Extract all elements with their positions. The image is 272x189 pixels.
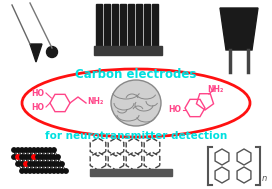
- Bar: [152, 4, 158, 46]
- Circle shape: [36, 155, 40, 159]
- Circle shape: [56, 169, 60, 173]
- Polygon shape: [30, 44, 42, 62]
- Circle shape: [12, 155, 16, 159]
- Circle shape: [48, 169, 52, 173]
- Circle shape: [36, 162, 40, 166]
- Text: NH₂: NH₂: [207, 85, 223, 94]
- Bar: [136, 4, 142, 46]
- Circle shape: [16, 155, 20, 159]
- Circle shape: [40, 148, 44, 152]
- Circle shape: [28, 148, 32, 152]
- Circle shape: [24, 162, 28, 166]
- Text: for neurotransmitter detection: for neurotransmitter detection: [45, 131, 227, 141]
- Circle shape: [44, 148, 48, 152]
- Circle shape: [56, 155, 60, 159]
- Circle shape: [36, 169, 40, 173]
- Circle shape: [64, 169, 68, 173]
- Circle shape: [40, 169, 44, 173]
- Circle shape: [20, 148, 24, 152]
- Circle shape: [28, 162, 32, 166]
- Bar: [144, 4, 150, 46]
- Circle shape: [24, 169, 28, 173]
- Circle shape: [40, 162, 44, 166]
- Circle shape: [44, 162, 48, 166]
- Circle shape: [24, 155, 28, 159]
- Circle shape: [28, 169, 32, 173]
- Circle shape: [28, 155, 32, 159]
- Polygon shape: [220, 8, 258, 50]
- Circle shape: [52, 162, 56, 166]
- Circle shape: [48, 148, 52, 152]
- Circle shape: [32, 162, 36, 166]
- Circle shape: [36, 148, 40, 152]
- Circle shape: [52, 148, 56, 152]
- Circle shape: [44, 155, 48, 159]
- Circle shape: [12, 148, 16, 152]
- Circle shape: [24, 148, 28, 152]
- Circle shape: [16, 162, 20, 166]
- Bar: [104, 4, 110, 46]
- Circle shape: [60, 169, 64, 173]
- Text: HO: HO: [32, 88, 45, 98]
- Circle shape: [60, 162, 64, 166]
- Circle shape: [44, 169, 48, 173]
- Circle shape: [32, 169, 36, 173]
- Text: n: n: [262, 174, 267, 183]
- Circle shape: [20, 162, 24, 166]
- Text: HO: HO: [168, 105, 181, 115]
- Circle shape: [32, 148, 36, 152]
- Circle shape: [20, 169, 24, 173]
- Circle shape: [20, 155, 24, 159]
- Ellipse shape: [111, 80, 161, 126]
- Circle shape: [47, 46, 57, 57]
- Circle shape: [52, 155, 56, 159]
- Circle shape: [48, 155, 52, 159]
- Text: HO: HO: [32, 102, 45, 112]
- Circle shape: [56, 162, 60, 166]
- Text: NH₂: NH₂: [87, 97, 103, 105]
- Bar: [96, 4, 102, 46]
- Bar: [90, 169, 172, 176]
- Text: Carbon electrodes: Carbon electrodes: [75, 68, 197, 81]
- Bar: [120, 4, 126, 46]
- Bar: [94, 46, 162, 55]
- Circle shape: [40, 155, 44, 159]
- Circle shape: [48, 162, 52, 166]
- Bar: [128, 4, 134, 46]
- Circle shape: [16, 148, 20, 152]
- Circle shape: [52, 169, 56, 173]
- Bar: [112, 4, 118, 46]
- Circle shape: [32, 155, 36, 159]
